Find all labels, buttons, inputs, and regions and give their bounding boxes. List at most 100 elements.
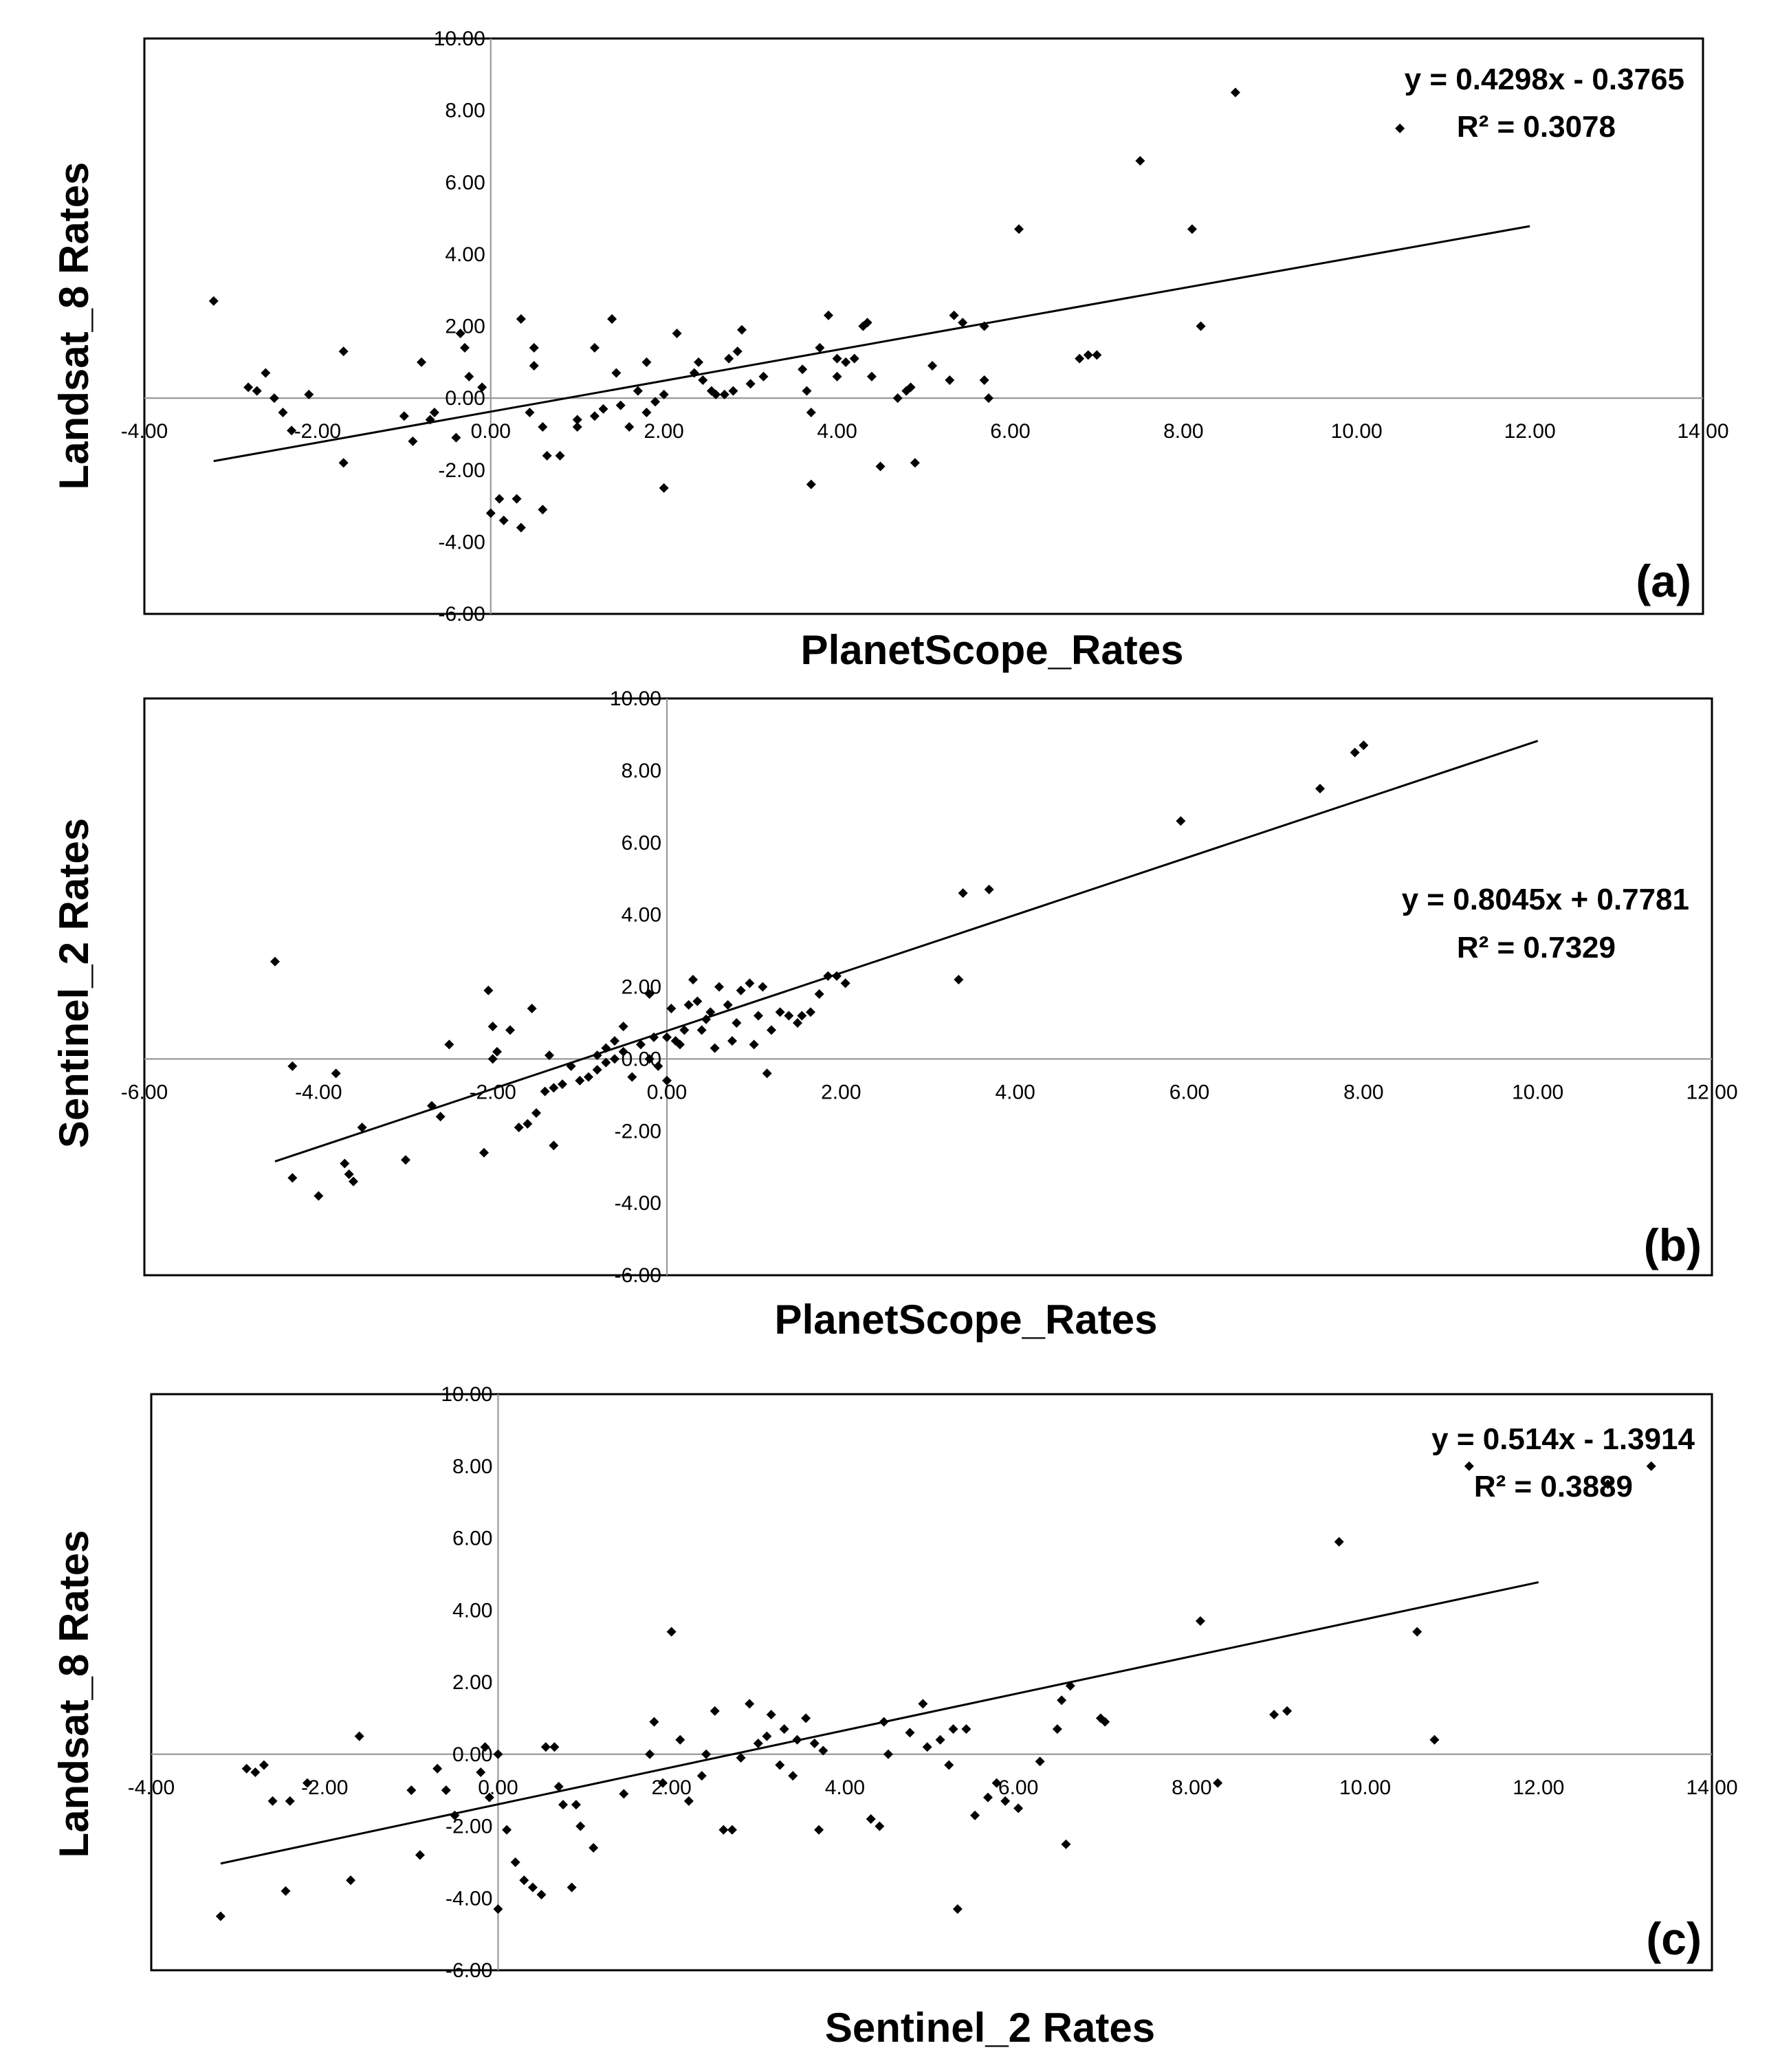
data-point <box>493 1904 503 1914</box>
x-tick-label: 10.00 <box>1512 1081 1563 1103</box>
y-tick-label: 4.00 <box>622 904 661 927</box>
data-point <box>683 1000 694 1010</box>
data-point <box>954 975 964 985</box>
data-point <box>719 389 729 399</box>
data-point <box>970 1810 980 1820</box>
data-point <box>905 382 916 393</box>
data-point <box>610 1054 619 1064</box>
data-point <box>758 371 769 382</box>
data-point <box>451 432 461 443</box>
y-tick-label: 2.00 <box>622 976 661 999</box>
plot-frame <box>150 1393 1713 1972</box>
data-point <box>961 1724 971 1734</box>
data-point <box>823 310 833 320</box>
data-point <box>607 314 617 324</box>
y-tick-label: 10.00 <box>610 687 661 710</box>
data-point <box>338 458 349 468</box>
data-point <box>840 978 850 989</box>
data-point <box>979 375 989 385</box>
data-point <box>645 1749 655 1759</box>
data-point <box>406 1785 417 1796</box>
y-tick-label: -2.00 <box>446 1816 492 1838</box>
data-point <box>945 375 955 385</box>
data-point <box>267 1796 278 1806</box>
data-point <box>659 389 669 399</box>
data-point <box>1075 353 1085 364</box>
data-point <box>572 421 582 432</box>
data-point <box>1052 1724 1062 1734</box>
data-point <box>815 342 825 353</box>
data-point <box>259 1760 269 1770</box>
data-point <box>331 1068 341 1079</box>
data-point <box>516 314 526 324</box>
data-point <box>553 1781 564 1792</box>
data-point <box>696 1771 707 1781</box>
data-point <box>883 1749 893 1759</box>
trendline <box>213 225 1530 463</box>
x-tick-label: 2.00 <box>651 1776 691 1799</box>
data-point <box>523 1118 533 1129</box>
data-point <box>806 479 816 489</box>
data-point <box>675 1734 685 1745</box>
data-point <box>766 1710 776 1720</box>
data-point <box>649 1032 659 1042</box>
data-point <box>692 996 703 1006</box>
data-point <box>252 386 262 396</box>
data-point <box>415 1850 425 1860</box>
x-tick-label: 4.00 <box>995 1081 1035 1103</box>
data-point <box>984 884 994 894</box>
data-point <box>549 1742 560 1752</box>
y-tick-label: 2.00 <box>452 1671 492 1694</box>
panel-label: (b) <box>1644 1220 1702 1270</box>
data-point <box>666 1627 677 1637</box>
y-tick-label: -6.00 <box>446 1959 492 1982</box>
data-point <box>922 1742 932 1752</box>
r-squared-label: R² = 0.3889 <box>1474 1470 1633 1503</box>
data-point <box>349 1176 358 1187</box>
y-tick-label: 4.00 <box>452 1599 492 1622</box>
data-point <box>487 1054 498 1064</box>
data-point <box>545 1050 554 1061</box>
data-point <box>806 1007 815 1017</box>
data-point <box>281 1886 291 1896</box>
data-point <box>619 1789 629 1799</box>
data-point <box>1646 1461 1656 1471</box>
data-point <box>745 379 756 389</box>
data-point <box>862 318 872 328</box>
y-tick-label: 0.00 <box>445 387 485 410</box>
x-tick-label: 8.00 <box>1172 1776 1211 1799</box>
scatter-chart-c: -4.00 -2.00 0.00 2.00 4.00 6.00 8.00 10.00 12.00… <box>51 1383 1738 2051</box>
data-point <box>567 1882 577 1893</box>
x-tick-label: 2.00 <box>821 1081 861 1103</box>
data-point <box>662 1032 672 1042</box>
data-point <box>779 1724 789 1734</box>
y-tick-label: -4.00 <box>615 1192 661 1215</box>
data-point <box>649 1717 659 1727</box>
y-tick-label: -6.00 <box>438 603 485 626</box>
panel-label: (a) <box>1636 555 1691 606</box>
data-point <box>982 1792 993 1803</box>
y-tick-labels: 10.008.006.004.002.000.00-2.00-4.00-6.00 <box>441 1383 492 1982</box>
data-point <box>540 1086 550 1096</box>
data-point <box>775 1007 785 1017</box>
data-point <box>344 1169 354 1180</box>
data-point <box>1213 1778 1223 1788</box>
data-point <box>644 989 655 999</box>
data-point <box>287 1173 298 1183</box>
data-point <box>809 1739 820 1749</box>
data-point <box>1000 1796 1011 1806</box>
data-point <box>788 1771 798 1781</box>
y-tick-label: 6.00 <box>445 171 485 194</box>
data-point <box>633 386 643 396</box>
data-point <box>753 1739 763 1749</box>
x-tick-label: 6.00 <box>990 420 1030 443</box>
data-point <box>849 353 859 364</box>
data-point <box>724 353 734 364</box>
x-tick-label: 4.00 <box>817 420 857 443</box>
data-point <box>1359 740 1369 751</box>
data-point <box>718 1825 729 1835</box>
data-point <box>866 371 877 382</box>
data-point <box>875 1821 885 1831</box>
data-point <box>611 368 622 378</box>
scatter-chart-a: -4.00 -2.00 0.00 2.00 4.00 6.00 8.00 10.00 12.00… <box>51 27 1729 673</box>
